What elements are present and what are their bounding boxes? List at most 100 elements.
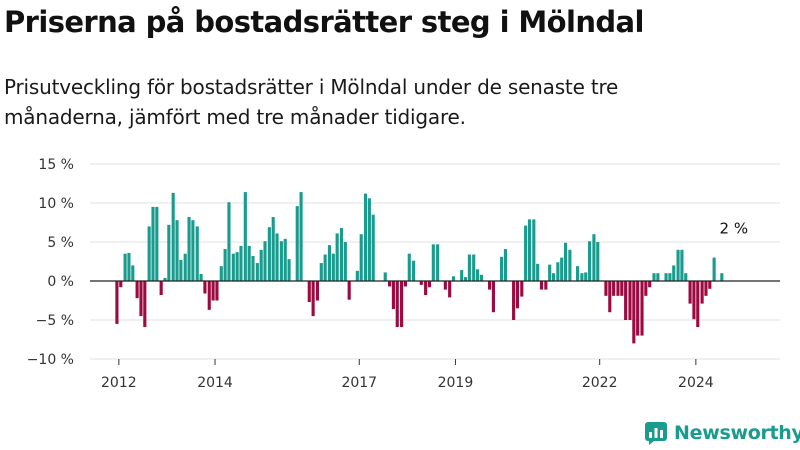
bar (620, 281, 624, 296)
bar (327, 245, 332, 281)
bar (388, 281, 392, 287)
bar (652, 273, 656, 281)
bar (419, 281, 423, 285)
bar (363, 193, 368, 281)
bar (339, 227, 344, 281)
bar (644, 281, 648, 296)
y-tick-label: 0 % (47, 274, 74, 290)
bar (307, 281, 311, 303)
bar (171, 192, 175, 281)
bar (143, 281, 147, 328)
bar (692, 281, 696, 320)
bar (227, 202, 231, 281)
bar (323, 254, 327, 281)
bar (355, 270, 359, 281)
bar (400, 281, 404, 328)
bar (720, 273, 724, 281)
bar (515, 281, 520, 309)
bar (123, 253, 127, 281)
bar (343, 242, 347, 281)
bar (688, 281, 692, 304)
bar (544, 281, 548, 290)
x-tick-label: 2024 (678, 375, 714, 391)
bar (539, 281, 544, 290)
bar (359, 234, 363, 281)
bar (407, 253, 411, 281)
bar (267, 227, 271, 281)
chart-title: Priserna på bostadsrätter steg i Mölndal (4, 5, 644, 39)
x-tick-label: 2022 (582, 375, 618, 391)
bar (592, 234, 596, 281)
bar (532, 219, 536, 281)
bar (708, 281, 712, 289)
bar (463, 277, 468, 281)
bar (287, 259, 291, 281)
bar (604, 281, 608, 296)
bar (636, 281, 640, 336)
y-tick-label: 5 % (47, 235, 74, 251)
bar (139, 281, 143, 317)
newsworthy-logo-icon (645, 422, 667, 445)
bar (127, 252, 131, 281)
bar (391, 281, 395, 310)
bar (608, 281, 612, 313)
bar (299, 192, 303, 281)
bar (467, 254, 471, 281)
bar (412, 260, 416, 281)
latest-value-annotation: 2 % (720, 219, 749, 237)
bar (295, 206, 299, 281)
brand-name: Newsworthy (674, 422, 800, 444)
bar (588, 241, 592, 281)
bar (403, 281, 407, 287)
bar (443, 281, 447, 290)
bar (247, 245, 251, 281)
bar (596, 242, 600, 281)
bar (251, 256, 255, 281)
bar (315, 281, 319, 301)
bar (563, 242, 568, 281)
bar (215, 281, 219, 301)
bar (551, 273, 556, 281)
bar (283, 238, 287, 281)
bar (239, 245, 243, 281)
x-tick-label: 2017 (341, 375, 377, 391)
bar (664, 273, 668, 281)
chart-subtitle: Prisutveckling för bostadsrätter i Mölnd… (4, 75, 619, 129)
bar (367, 198, 371, 281)
bar (632, 281, 636, 344)
x-tick-label: 2019 (438, 375, 474, 391)
bar (472, 254, 476, 281)
bar (512, 281, 516, 320)
bar (195, 226, 199, 281)
bar (628, 281, 632, 320)
bar (199, 273, 203, 281)
bar (548, 264, 552, 281)
bar (371, 214, 375, 281)
bar (231, 253, 235, 281)
bar (576, 266, 580, 281)
bar (700, 281, 704, 304)
bar (147, 226, 151, 281)
bar (159, 281, 163, 296)
bar (259, 249, 263, 281)
bar (451, 276, 456, 281)
bar (536, 263, 540, 281)
bar (183, 253, 187, 281)
x-tick-label: 2012 (101, 375, 137, 391)
bar (612, 281, 616, 296)
bar (560, 257, 564, 281)
y-tick-label: 15 % (38, 157, 74, 173)
bar (584, 272, 588, 281)
bar (479, 274, 483, 281)
bar (279, 241, 283, 281)
bar (331, 253, 335, 281)
bar (275, 233, 279, 281)
bar (424, 281, 428, 296)
bar (568, 249, 572, 281)
bar (131, 265, 135, 281)
bar (460, 270, 464, 281)
bar (243, 192, 247, 281)
bar (436, 244, 440, 281)
bar (347, 281, 351, 300)
